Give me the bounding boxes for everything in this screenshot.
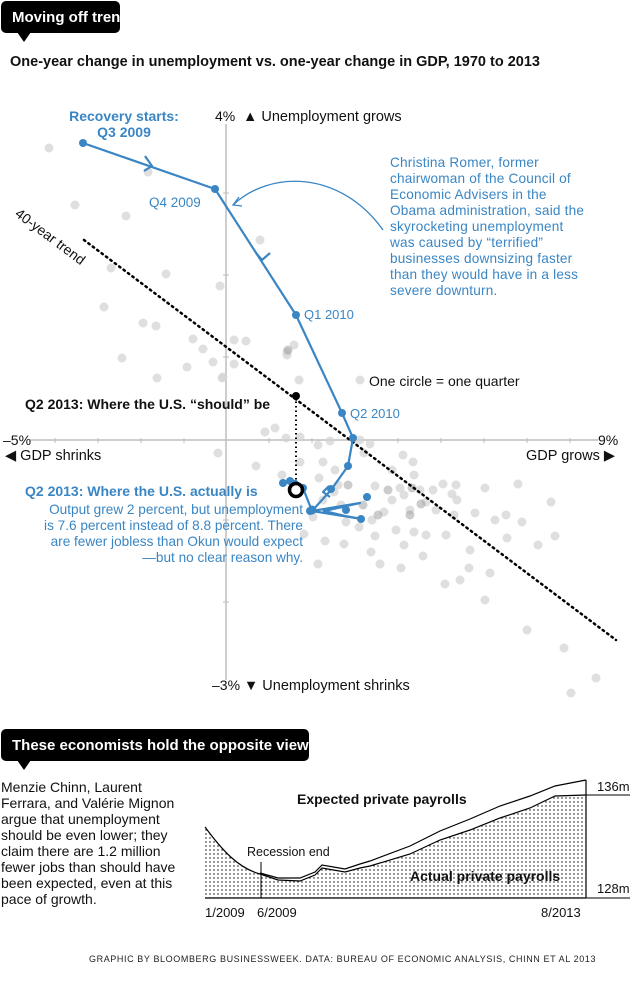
romer-arrow — [232, 180, 384, 231]
expected-payrolls-label: Expected private payrolls — [297, 791, 467, 807]
trend-line — [82, 238, 618, 642]
x-label-start: 1/2009 — [205, 905, 245, 920]
source-credit: GRAPHIC BY BLOOMBERG BUSINESSWEEK. DATA:… — [89, 954, 597, 964]
x-label-end: 8/2013 — [541, 905, 581, 920]
x-axis-left-value: –5% — [3, 432, 32, 448]
payroll-chart — [204, 779, 630, 899]
actual-payrolls-area — [205, 795, 586, 898]
y-axis-ticks — [223, 192, 229, 603]
should-be-label: Q2 2013: Where the U.S. “should” be — [25, 396, 271, 412]
axes — [30, 124, 598, 680]
section-tag-label: These economists hold the opposite view — [12, 736, 309, 754]
x-axis-right-value: 9% — [598, 432, 619, 448]
romer-annotation: Christina Romer, former chairwoman of th… — [390, 155, 585, 298]
section-tag-opposite-view: These economists hold the opposite view — [1, 729, 309, 770]
romer-arrowhead-icon — [231, 196, 243, 207]
label-q1-2010: Q1 2010 — [304, 307, 354, 322]
actual-payrolls-line — [204, 794, 587, 882]
expected-payrolls-line — [259, 779, 587, 879]
actually-is-label: Q2 2013: Where the U.S. actually is — [25, 483, 258, 499]
economists-argument-text: Menzie Chinn, Laurent Ferrara, and Valér… — [1, 779, 176, 907]
recession-end-label: Recession end — [246, 845, 331, 859]
recovery-quarter-points — [79, 139, 371, 523]
should-be-point — [292, 392, 300, 400]
actual-payrolls-label: Actual private payrolls — [410, 868, 561, 884]
y-label-128m: 128m — [597, 881, 630, 896]
actual-position-explanation: Output grew 2 percent, but unemployment … — [44, 502, 303, 565]
recovery-start-label: Recovery starts: Q3 2009 — [69, 108, 179, 140]
x-axis-right-caption: GDP grows ▶ — [526, 448, 616, 464]
legend-one-circle-note: One circle = one quarter — [369, 373, 520, 389]
y-label-136m: 136m — [597, 779, 630, 794]
x-label-recession: 6/2009 — [257, 905, 297, 920]
x-axis-ticks — [54, 438, 571, 443]
chart-subtitle: One-year change in unemployment vs. one-… — [10, 54, 540, 70]
y-axis-bottom-label: –3% ▼ Unemployment shrinks — [212, 677, 410, 694]
section-tag-moving-off-trend: Moving off trend — [1, 1, 129, 42]
section-tag-label: Moving off trend — [12, 8, 130, 26]
label-q2-2010: Q2 2010 — [350, 406, 400, 421]
y-axis-top-label: 4% ▲ Unemployment grows — [215, 108, 402, 125]
label-q4-2009: Q4 2009 — [149, 195, 201, 210]
dense-dot-cluster — [283, 345, 426, 520]
actual-q2-2013-point — [287, 481, 305, 499]
x-axis-left-caption: ◀ GDP shrinks — [5, 448, 102, 464]
